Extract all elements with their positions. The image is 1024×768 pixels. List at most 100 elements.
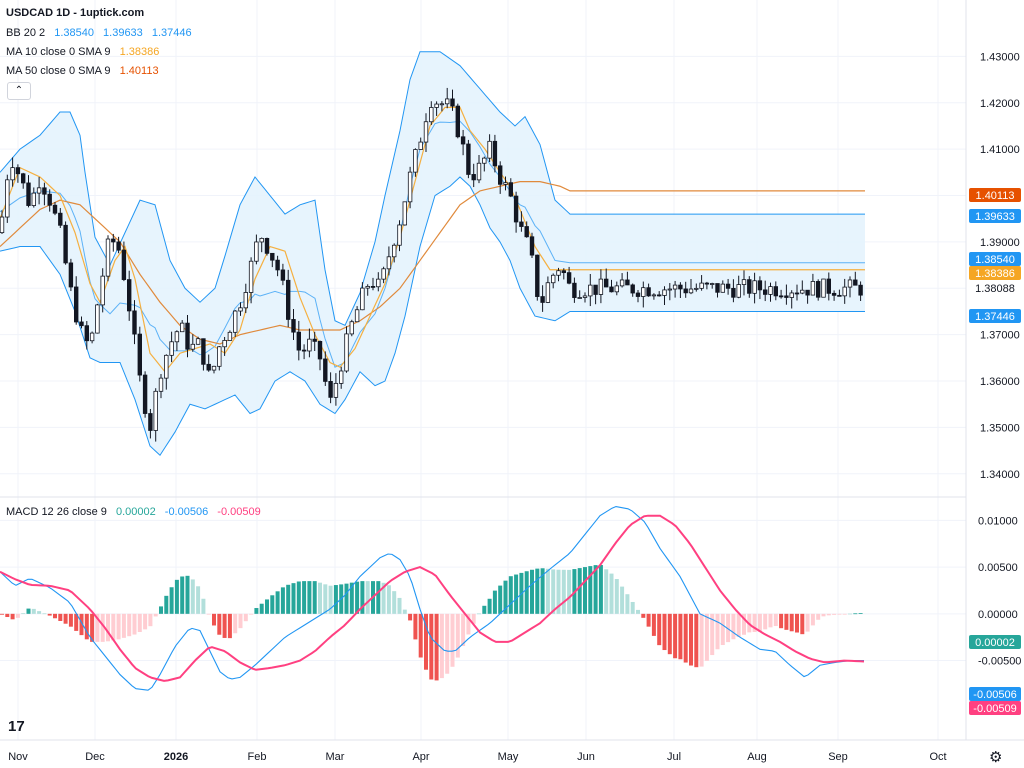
candle bbox=[42, 187, 47, 195]
time-axis[interactable]: Nov Dec 2026 Feb Mar Apr May Jun Jul Aug Sep Oct bbox=[8, 751, 946, 763]
time-tick-label: May bbox=[498, 751, 519, 763]
macd-histogram-bar bbox=[609, 573, 614, 614]
bb-lower-line bbox=[0, 176, 865, 457]
macd-label: MACD 12 26 close 9 bbox=[6, 506, 107, 518]
macd-histogram-bar bbox=[720, 613, 725, 646]
ma10-legend[interactable]: MA 10 close 0 SMA 9 1.38386 bbox=[6, 45, 159, 59]
candle bbox=[582, 295, 588, 298]
macd-histogram-bar bbox=[26, 608, 31, 614]
candle bbox=[402, 201, 407, 226]
candle bbox=[381, 268, 386, 280]
time-tick-label: Jul bbox=[667, 751, 681, 763]
macd-histogram-bar bbox=[259, 603, 264, 614]
candle bbox=[810, 281, 816, 296]
macd-histogram-bar bbox=[127, 613, 132, 637]
ma50-legend[interactable]: MA 50 close 0 SMA 9 1.40113 bbox=[6, 64, 159, 78]
candle bbox=[36, 187, 42, 194]
macd-histogram-bar bbox=[789, 613, 794, 632]
macd-tag bbox=[969, 701, 1021, 715]
macd-histogram-bar bbox=[121, 613, 126, 638]
macd-histogram-bar bbox=[15, 613, 20, 618]
bb-upper-line bbox=[0, 51, 865, 327]
gear-icon[interactable]: ⚙ bbox=[989, 749, 1003, 766]
candle bbox=[169, 341, 174, 356]
macd-legend[interactable]: MACD 12 26 close 9 0.00002 -0.00506 -0.0… bbox=[6, 505, 261, 519]
macd-histogram-bar bbox=[222, 613, 227, 638]
macd-histogram-bar bbox=[598, 565, 603, 614]
candle bbox=[831, 292, 837, 296]
macd-histogram-bar bbox=[402, 609, 407, 614]
candle bbox=[0, 216, 5, 234]
candle bbox=[794, 292, 800, 295]
macd-histogram-bar bbox=[641, 613, 646, 618]
candle bbox=[492, 140, 498, 167]
macd-histogram-bar bbox=[752, 613, 757, 632]
candle bbox=[254, 241, 259, 262]
macd-histogram-bar bbox=[683, 613, 688, 663]
macd-histogram-bar bbox=[651, 613, 656, 636]
price-tags: 1.40113 1.39633 1.38540 1.38386 1.38088 1.374… bbox=[969, 188, 1021, 715]
macd-histogram-bar bbox=[514, 574, 519, 614]
candle bbox=[598, 278, 604, 295]
macd-histogram-bar bbox=[530, 569, 534, 614]
macd-histogram-bar bbox=[742, 613, 746, 635]
macd-histogram-bar bbox=[461, 613, 466, 647]
bb-legend[interactable]: BB 20 2 1.38540 1.39633 1.37446 bbox=[6, 26, 192, 40]
candle bbox=[704, 282, 710, 285]
macd-histogram-bar bbox=[540, 568, 545, 614]
candle bbox=[773, 286, 778, 297]
candle bbox=[413, 149, 418, 173]
price-tick-label: 1.41000 bbox=[980, 144, 1020, 156]
macd-histogram-bar bbox=[625, 594, 630, 614]
macd-histogram-bar bbox=[153, 613, 158, 617]
candle bbox=[264, 237, 270, 254]
candles bbox=[0, 87, 863, 442]
time-tick-label: Apr bbox=[412, 751, 429, 763]
time-tick-label: Dec bbox=[85, 751, 105, 763]
macd-axis[interactable]: 0.01000 0.00500 0.00000 -0.00500 bbox=[978, 515, 1021, 667]
price-tag bbox=[969, 209, 1021, 223]
macd-histogram-bar bbox=[768, 613, 773, 628]
candle bbox=[354, 309, 360, 323]
candle bbox=[31, 192, 36, 206]
macd-histogram-bar bbox=[106, 613, 110, 642]
macd-histogram-bar bbox=[47, 613, 52, 616]
macd-histogram-bar bbox=[291, 583, 296, 614]
macd-histogram-bar bbox=[185, 575, 190, 614]
macd-histogram-bar bbox=[148, 613, 153, 627]
candle bbox=[328, 381, 333, 398]
candle bbox=[153, 390, 158, 431]
collapse-legend-button[interactable]: ⌃ bbox=[7, 82, 31, 100]
candle bbox=[519, 221, 524, 227]
macd-histogram-bar bbox=[482, 605, 487, 614]
candle bbox=[619, 279, 625, 287]
candle bbox=[434, 103, 439, 108]
candle bbox=[360, 287, 365, 311]
macd-histogram-bar bbox=[349, 582, 354, 614]
macd-histogram-bar bbox=[848, 613, 852, 615]
candle bbox=[535, 254, 540, 297]
candle bbox=[423, 121, 429, 143]
candle bbox=[725, 283, 731, 289]
macd-tag bbox=[969, 635, 1021, 649]
macd-histogram-bar bbox=[68, 613, 73, 627]
candle bbox=[720, 283, 725, 293]
macd-histogram-bar bbox=[620, 586, 625, 614]
candle bbox=[625, 279, 630, 286]
macd-histogram-bar bbox=[270, 595, 275, 614]
candle bbox=[317, 340, 323, 360]
candle bbox=[688, 288, 694, 294]
price-tick-label: 1.43000 bbox=[980, 51, 1020, 63]
bb-fill bbox=[0, 51, 865, 456]
candle bbox=[747, 279, 752, 294]
candle bbox=[407, 171, 413, 203]
candle bbox=[444, 98, 450, 105]
macd-histogram-bar bbox=[429, 613, 434, 680]
bb-lower-value: 1.37446 bbox=[151, 27, 192, 39]
candle bbox=[307, 338, 312, 352]
macd-histogram-bar bbox=[365, 581, 370, 614]
macd-histogram-bar bbox=[577, 568, 582, 614]
tradingview-logo-icon: 17 bbox=[8, 718, 25, 735]
macd-histogram-bar bbox=[227, 613, 232, 639]
